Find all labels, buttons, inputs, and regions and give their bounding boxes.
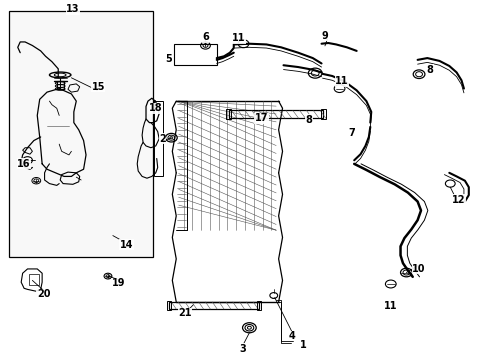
Text: 9: 9 bbox=[321, 31, 327, 41]
Text: 19: 19 bbox=[112, 278, 125, 288]
Text: 18: 18 bbox=[149, 103, 162, 113]
Text: 15: 15 bbox=[91, 82, 105, 92]
Text: 7: 7 bbox=[347, 129, 354, 138]
Bar bbox=[226, 109, 231, 120]
Text: 3: 3 bbox=[239, 343, 246, 354]
Bar bbox=[321, 109, 325, 120]
Text: 1: 1 bbox=[299, 340, 306, 350]
Bar bbox=[257, 301, 261, 310]
Text: 11: 11 bbox=[231, 33, 245, 43]
Bar bbox=[173, 44, 216, 65]
Text: 11: 11 bbox=[383, 301, 397, 311]
Text: 4: 4 bbox=[288, 331, 295, 341]
Bar bbox=[29, 274, 39, 285]
Bar bbox=[154, 101, 163, 176]
Bar bbox=[9, 12, 153, 257]
Text: 8: 8 bbox=[305, 115, 312, 125]
Text: 12: 12 bbox=[451, 195, 465, 205]
Bar bbox=[168, 302, 259, 309]
Text: 17: 17 bbox=[254, 113, 268, 123]
Bar bbox=[228, 111, 323, 118]
Text: 20: 20 bbox=[37, 289, 50, 299]
Text: 14: 14 bbox=[120, 239, 133, 249]
Text: 16: 16 bbox=[17, 159, 31, 169]
Text: 8: 8 bbox=[426, 64, 432, 75]
Text: 13: 13 bbox=[66, 4, 80, 14]
Text: 21: 21 bbox=[178, 309, 191, 318]
Text: 5: 5 bbox=[165, 54, 172, 64]
Text: 11: 11 bbox=[335, 76, 348, 86]
Text: 6: 6 bbox=[202, 32, 208, 42]
Text: 2: 2 bbox=[159, 134, 165, 144]
Bar bbox=[166, 301, 170, 310]
Text: 10: 10 bbox=[411, 264, 425, 274]
